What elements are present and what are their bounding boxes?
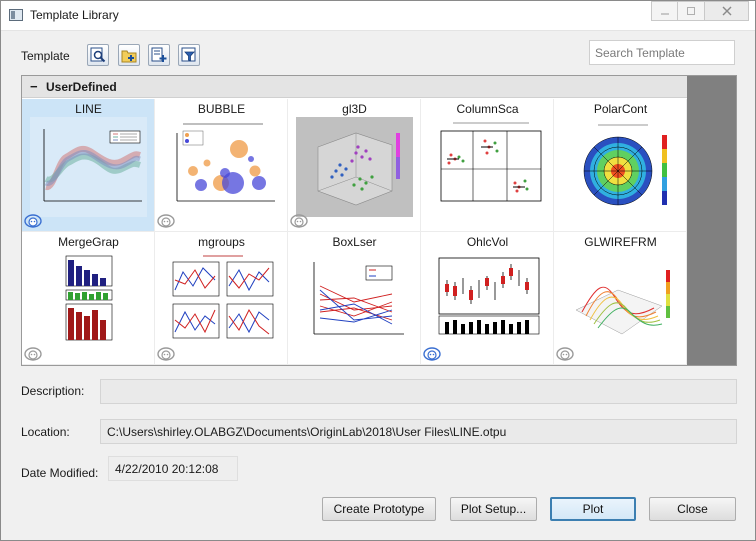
maximize-icon — [687, 7, 695, 15]
window-controls — [651, 1, 749, 21]
template-tile[interactable]: OhlcVol — [421, 232, 554, 365]
template-name: OhlcVol — [466, 235, 509, 249]
template-tile[interactable]: ColumnSca — [421, 99, 554, 232]
filter-button[interactable] — [178, 44, 200, 66]
date-modified-label: Date Modified: — [21, 466, 99, 480]
add-folder-button[interactable] — [118, 44, 140, 66]
template-tile[interactable]: BUBBLE — [155, 99, 288, 232]
template-gallery: − UserDefined LINE — [21, 75, 737, 366]
template-tile[interactable]: GLWIREFRM — [554, 232, 687, 365]
template-name: PolarCont — [593, 102, 648, 116]
sheep-icon — [290, 214, 308, 228]
sheep-icon — [24, 214, 42, 228]
sheep-icon — [423, 347, 441, 361]
template-tile[interactable]: mgroups — [155, 232, 288, 365]
minimize-button[interactable] — [651, 1, 678, 21]
new-template-button[interactable] — [148, 44, 170, 66]
create-prototype-button[interactable]: Create Prototype — [322, 497, 436, 521]
bubble-chart-thumbnail — [176, 123, 275, 202]
filter-icon — [181, 47, 196, 62]
plot-setup-button[interactable]: Plot Setup... — [450, 497, 537, 521]
search-template-input[interactable] — [589, 40, 735, 65]
group-header-userdefined[interactable]: − UserDefined — [22, 76, 687, 98]
preview-zoom-icon — [90, 47, 106, 63]
3d-wireframe-thumbnail — [575, 270, 670, 335]
group-title: UserDefined — [46, 80, 117, 94]
new-template-icon — [151, 47, 167, 62]
sheep-icon — [24, 347, 42, 361]
template-tile[interactable]: BoxLser — [288, 232, 421, 365]
description-field — [100, 379, 737, 404]
line-chart-thumbnail — [30, 117, 147, 217]
collapse-toggle[interactable]: − — [30, 79, 38, 94]
gallery-scroll-area[interactable] — [687, 76, 736, 365]
folder-add-icon — [121, 50, 137, 63]
template-name: gl3D — [342, 102, 367, 116]
description-label: Description: — [21, 384, 85, 398]
template-name: BoxLser — [332, 235, 377, 249]
title-bar: Template Library — [1, 1, 755, 31]
location-field: C:\Users\shirley.OLABGZ\Documents\Origin… — [100, 419, 737, 444]
template-tile[interactable]: LINE — [22, 99, 155, 232]
template-name: ColumnSca — [456, 102, 519, 116]
multi-panel-thumbnail — [172, 255, 274, 339]
window-title: Template Library — [30, 8, 119, 22]
template-tile[interactable]: gl3D — [288, 99, 421, 232]
template-tiles: LINE — [22, 99, 687, 365]
template-tile[interactable]: MergeGrap — [22, 232, 155, 365]
template-label: Template — [21, 49, 70, 63]
3d-scatter-thumbnail — [296, 117, 413, 217]
close-button[interactable]: Close — [649, 497, 736, 521]
preview-zoom-button[interactable] — [87, 44, 109, 66]
polar-contour-thumbnail — [583, 124, 667, 206]
template-name: MergeGrap — [58, 235, 119, 249]
plot-button[interactable]: Plot — [550, 497, 636, 521]
merged-graph-thumbnail — [65, 255, 113, 341]
template-name: LINE — [75, 102, 102, 116]
template-name: BUBBLE — [197, 102, 246, 116]
ohlc-volume-thumbnail — [438, 257, 540, 335]
template-name: mgroups — [198, 235, 245, 249]
sheep-icon — [157, 214, 175, 228]
template-tile[interactable]: PolarCont — [554, 99, 687, 232]
date-modified-field: 4/22/2010 20:12:08 — [108, 456, 238, 481]
sheep-icon — [157, 347, 175, 361]
maximize-button[interactable] — [678, 1, 705, 21]
minimize-icon — [660, 13, 669, 15]
sheep-icon — [556, 347, 574, 361]
box-line-series-thumbnail — [313, 262, 404, 335]
template-name: GLWIREFRM — [584, 235, 657, 249]
app-icon — [9, 9, 23, 21]
close-icon — [722, 6, 731, 16]
location-label: Location: — [21, 425, 70, 439]
column-scatter-thumbnail — [440, 122, 542, 202]
close-window-button[interactable] — [705, 1, 749, 21]
